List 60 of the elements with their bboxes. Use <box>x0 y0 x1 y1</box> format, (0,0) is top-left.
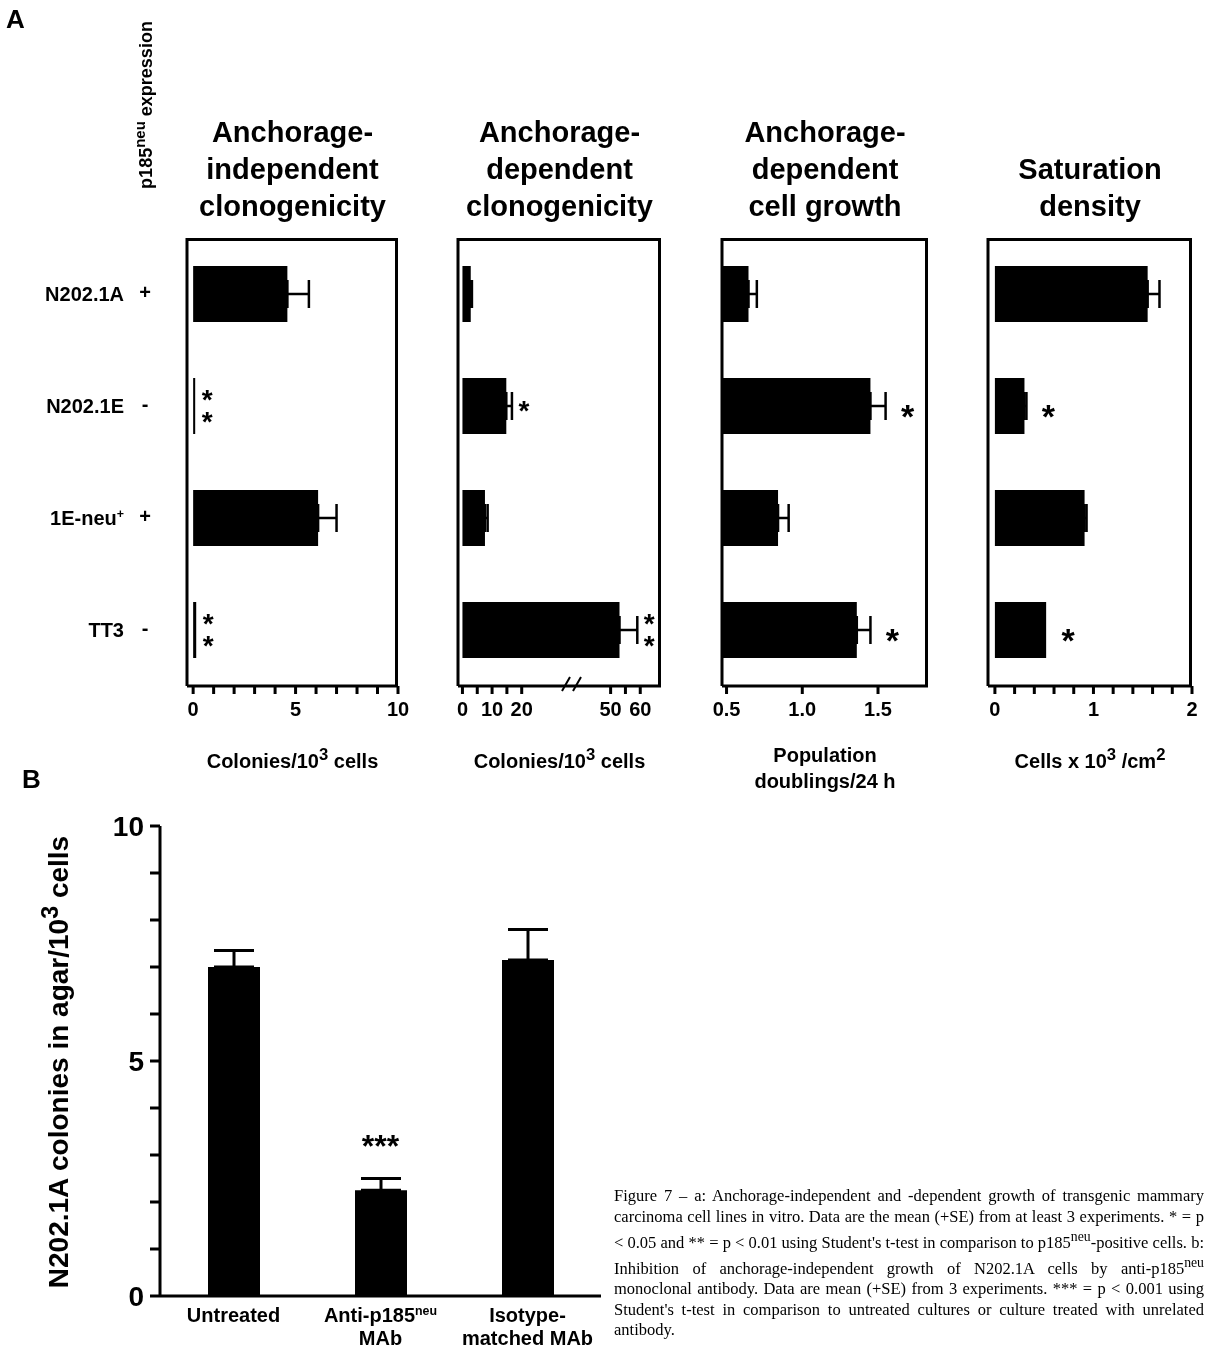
text: + <box>138 505 152 528</box>
bar <box>193 490 319 546</box>
bar <box>193 378 196 434</box>
x-tick-label: 20 <box>510 698 533 721</box>
y-tick-label: TT3 <box>88 619 124 641</box>
x-tick-label: 60 <box>629 698 652 721</box>
x-tick-label: Isotype-matched MAb <box>461 1304 594 1349</box>
annotation: *** <box>361 1127 400 1164</box>
x-tick-label: 50 <box>599 698 622 721</box>
text: - <box>140 393 150 416</box>
bar <box>462 378 507 434</box>
bar <box>462 602 620 658</box>
chart-title: Anchorage-independent clonogenicity <box>198 115 387 224</box>
x-tick-label: 10 <box>386 698 410 721</box>
annotation: * <box>518 395 530 426</box>
bar <box>462 490 485 546</box>
x-tick-label: 0 <box>456 698 469 721</box>
annotation: ** <box>202 608 214 661</box>
y-tick-label: 0 <box>128 1280 144 1312</box>
bar <box>462 266 471 322</box>
x-tick-label: 2 <box>1186 698 1198 721</box>
text: Figure 7 – a: Anchorage-independent and -dependent growth of transgenic mammary carcinoma cell lines in vitro. Data are the mean (+SE) from at least 3 experiments. * = p < 0.05 and ** = p < 0.01 using Student's t-test in comparison to p185$^{neu}$-positive cells. b: Inhibition of anchorage-independent growth of N202.1A cells by anti-p185$^{neu}$ monoclonal antibody. Data are mean (+SE) from 3 experiments. *** = p < 0.001 using Student's t-test in comparison to untreated cultures or culture treated with unrelated antibody. <box>614 1186 1204 1339</box>
x-axis-title: Colonies/10$^{3}$ cells <box>472 744 647 774</box>
x-axis-title: Colonies/10$^{3}$ cells <box>205 744 380 774</box>
category-label: Anti-p185$^{neu}$ MAb <box>323 1304 438 1349</box>
y-tick-label: N202.1E <box>46 395 124 417</box>
chart-title: Anchorage-dependent clonogenicity <box>465 115 654 224</box>
bar <box>994 490 1085 546</box>
text: - <box>140 617 150 640</box>
x-tick-label: 5 <box>290 698 302 721</box>
bar <box>193 266 288 322</box>
annotation: * <box>900 397 915 435</box>
x-tick-label: 0 <box>989 698 1001 721</box>
bar <box>994 266 1148 322</box>
y-tick-label: N202.1A <box>45 283 124 305</box>
x-tick-label: 1.5 <box>864 698 892 721</box>
x-tick-label: 0 <box>187 698 199 721</box>
x-tick-label: 0.5 <box>712 698 741 721</box>
annotation: * <box>1061 621 1076 659</box>
text: + <box>138 281 152 304</box>
x-tick-label: Untreated <box>186 1304 281 1326</box>
x-tick-label: 1.0 <box>788 698 817 721</box>
bar <box>193 602 197 658</box>
annotation: * <box>885 621 900 659</box>
y-tick-label: 5 <box>128 1045 144 1077</box>
x-tick-label: 10 <box>480 698 504 721</box>
annotation: * <box>1041 397 1056 435</box>
bar <box>994 378 1025 434</box>
text: A <box>6 4 25 35</box>
chart-title: Saturation density <box>1017 152 1163 224</box>
bar <box>994 602 1047 658</box>
x-tick-label: 1 <box>1087 698 1100 721</box>
y-tick-label: 10 <box>112 810 144 842</box>
x-axis-title: Cells x 10$^{3}$ /cm$^{2}$ <box>1013 744 1167 774</box>
x-axis-title: Population doublings/24 h <box>753 743 897 794</box>
annotation: ** <box>643 608 655 661</box>
y-tick-label: 1E-neu$^{+}$ <box>50 507 124 529</box>
chart-title: Anchorage-dependent cell growth <box>743 115 907 224</box>
text: B <box>22 764 41 795</box>
annotation: ** <box>201 384 213 437</box>
